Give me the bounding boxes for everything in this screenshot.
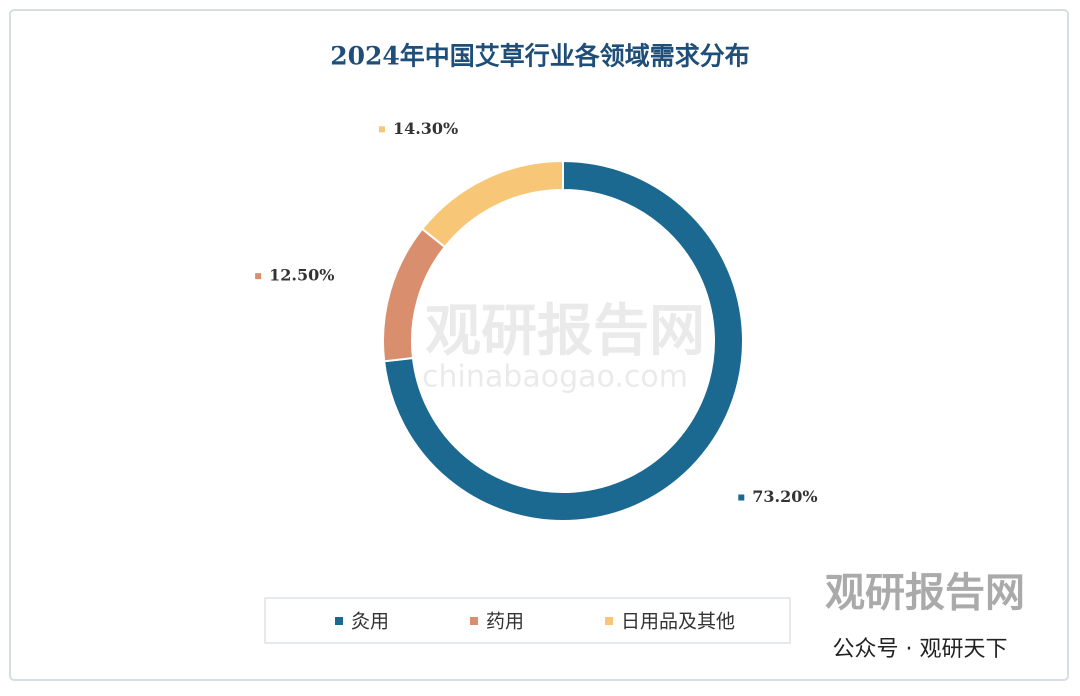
legend-swatch: [335, 617, 343, 625]
watermark-brand: 观研报告网: [425, 299, 705, 364]
value-label: 12.50%: [269, 266, 334, 285]
watermark-brand-2: 观研报告网: [825, 570, 1025, 616]
donut-segment: [420, 159, 564, 249]
legend-label: 药用: [486, 611, 524, 633]
donut-segment: [383, 159, 744, 522]
legend-swatch: [470, 617, 478, 625]
value-label: 14.30%: [393, 119, 458, 138]
legend-swatch: [605, 617, 613, 625]
chart-title: 2024年中国艾草行业各领域需求分布: [330, 42, 750, 71]
value-label-marker: [738, 494, 745, 501]
value-label-marker: [255, 273, 262, 280]
legend-label: 日用品及其他: [621, 611, 735, 633]
legend-box: [264, 597, 791, 644]
watermark-site: chinabaogao.com: [422, 360, 688, 395]
chart-frame: [9, 9, 1069, 681]
legend-label: 灸用: [351, 611, 389, 633]
watermark-account: 公众号 · 观研天下: [833, 637, 1008, 662]
value-label-marker: [378, 126, 385, 133]
value-label: 73.20%: [752, 487, 817, 506]
